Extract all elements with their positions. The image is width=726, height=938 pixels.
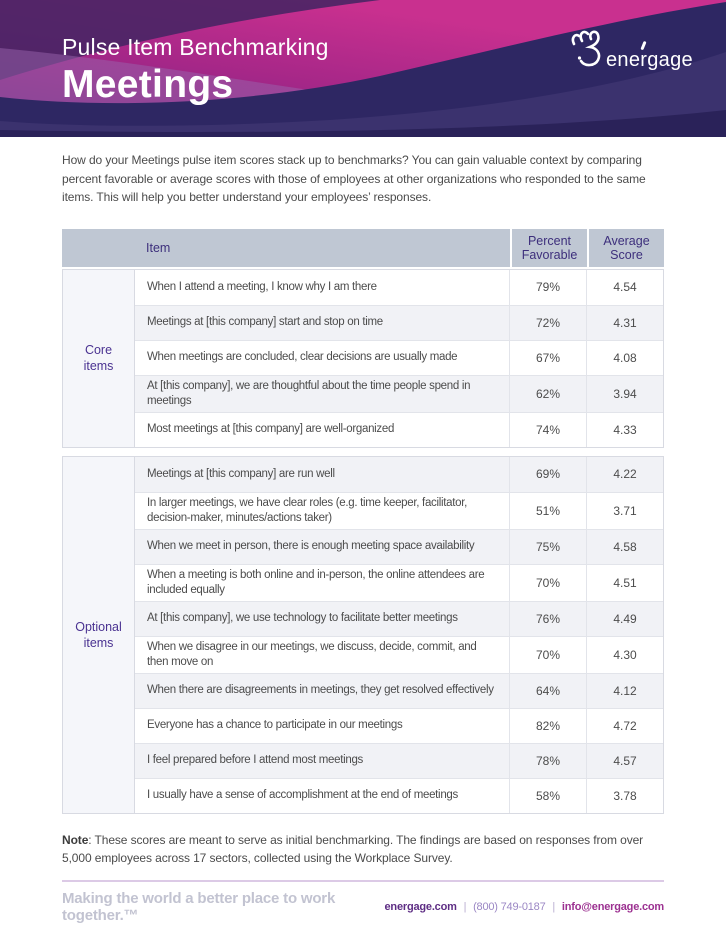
percent-favorable-cell: 58% bbox=[509, 778, 586, 813]
table-row: When a meeting is both online and in-per… bbox=[135, 563, 663, 601]
item-cell: When a meeting is both online and in-per… bbox=[147, 568, 485, 596]
table-row: When I attend a meeting, I know why I am… bbox=[135, 269, 663, 305]
percent-favorable-cell: 70% bbox=[509, 564, 586, 601]
percent-favorable-cell: 82% bbox=[509, 708, 586, 743]
footer: Making the world a better place to work … bbox=[0, 882, 726, 924]
table-row: Meetings at [this company] are run well 6… bbox=[135, 456, 663, 492]
item-cell: When we meet in person, there is enough … bbox=[147, 540, 475, 552]
average-score-cell: 4.33 bbox=[586, 412, 663, 447]
table-row: I usually have a sense of accomplishment… bbox=[135, 777, 663, 813]
table-row: I feel prepared before I attend most mee… bbox=[135, 742, 663, 778]
percent-favorable-cell: 74% bbox=[509, 412, 586, 447]
footer-contact: energage.com | (800) 749-0187 | info@ene… bbox=[384, 900, 665, 913]
table-row: When we disagree in our meetings, we dis… bbox=[135, 635, 663, 673]
table-row: Meetings at [this company] start and sto… bbox=[135, 304, 663, 340]
header-banner: Pulse Item Benchmarking Meetings energag… bbox=[0, 0, 726, 137]
percent-favorable-cell: 79% bbox=[509, 269, 586, 305]
benchmark-table-body: Core items When I attend a meeting, I kno… bbox=[62, 268, 664, 814]
item-cell: Meetings at [this company] are run well bbox=[147, 467, 335, 480]
footer-divider bbox=[62, 879, 664, 882]
percent-favorable-cell: 67% bbox=[509, 340, 586, 375]
average-score-cell: 4.54 bbox=[586, 269, 663, 305]
report-eyebrow: Pulse Item Benchmarking bbox=[62, 34, 329, 60]
footer-website-link[interactable]: energage.com bbox=[384, 900, 457, 913]
intro-paragraph: How do your Meetings pulse item scores s… bbox=[62, 153, 646, 204]
table-row: Most meetings at [this company] are well… bbox=[135, 411, 663, 447]
average-score-cell: 4.12 bbox=[586, 673, 663, 708]
note-label: Note bbox=[62, 832, 89, 847]
item-cell: At [this company], we are thoughtful abo… bbox=[147, 379, 471, 407]
benchmark-table: Item Percent Favorable Average Score Cor… bbox=[62, 228, 664, 814]
note-text: : These scores are meant to serve as ini… bbox=[62, 832, 644, 866]
average-score-cell: 4.72 bbox=[586, 708, 663, 743]
average-score-cell: 4.51 bbox=[586, 564, 663, 601]
footer-separator: | bbox=[552, 900, 556, 913]
item-cell: When there are disagreements in meetings… bbox=[147, 684, 494, 696]
average-score-cell: 4.49 bbox=[586, 601, 663, 636]
item-cell: Meetings at [this company] start and sto… bbox=[147, 316, 383, 328]
energage-squiggle-icon bbox=[571, 30, 601, 67]
header-group-spacer bbox=[62, 229, 134, 267]
percent-favorable-cell: 76% bbox=[509, 601, 586, 636]
average-score-cell: 4.30 bbox=[586, 636, 663, 673]
table-row: When there are disagreements in meetings… bbox=[135, 672, 663, 708]
percent-favorable-cell: 78% bbox=[509, 743, 586, 778]
banner-wave-art bbox=[0, 0, 726, 137]
average-score-cell: 4.22 bbox=[586, 456, 663, 492]
percent-favorable-cell: 64% bbox=[509, 673, 586, 708]
table-row: When we meet in person, there is enough … bbox=[135, 528, 663, 564]
energage-wordmark: energage bbox=[606, 40, 693, 70]
table-row: At [this company], we are thoughtful abo… bbox=[135, 374, 663, 412]
footer-tagline: Making the world a better place to work … bbox=[62, 889, 336, 924]
item-cell: I usually have a sense of accomplishment… bbox=[147, 789, 458, 801]
table-header-row: Item Percent Favorable Average Score bbox=[62, 228, 664, 267]
average-score-cell: 3.71 bbox=[586, 492, 663, 529]
table-section-optional: Optional items Meetings at [this company]… bbox=[62, 455, 664, 814]
average-score-cell: 3.94 bbox=[586, 375, 663, 412]
column-header-percent-favorable: Percent Favorable bbox=[510, 228, 587, 267]
percent-favorable-cell: 70% bbox=[509, 636, 586, 673]
percent-favorable-cell: 69% bbox=[509, 456, 586, 492]
report-title: Meetings bbox=[62, 63, 234, 106]
average-score-cell: 4.08 bbox=[586, 340, 663, 375]
footer-email-link[interactable]: info@energage.com bbox=[561, 900, 664, 913]
group-label: Optional items bbox=[63, 456, 135, 813]
item-cell: When we disagree in our meetings, we dis… bbox=[147, 640, 477, 668]
item-cell: Everyone has a chance to participate in … bbox=[147, 719, 403, 731]
footer-phone: (800) 749-0187 bbox=[473, 900, 546, 913]
table-row: Everyone has a chance to participate in … bbox=[135, 707, 663, 743]
average-score-cell: 4.57 bbox=[586, 743, 663, 778]
table-row: In larger meetings, we have clear roles … bbox=[135, 491, 663, 529]
table-row: When meetings are concluded, clear decis… bbox=[135, 339, 663, 375]
table-row: At [this company], we use technology to … bbox=[135, 600, 663, 636]
energage-logo: energage bbox=[570, 30, 693, 70]
percent-favorable-cell: 51% bbox=[509, 492, 586, 529]
percent-favorable-cell: 62% bbox=[509, 375, 586, 412]
item-cell: When meetings are concluded, clear decis… bbox=[147, 351, 458, 363]
wordmark-accent bbox=[640, 40, 647, 51]
table-section-core: Core items When I attend a meeting, I kno… bbox=[62, 268, 664, 448]
column-header-average-score: Average Score bbox=[587, 228, 664, 267]
table-rows: Meetings at [this company] are run well 6… bbox=[135, 456, 663, 813]
item-cell: When I attend a meeting, I know why I am… bbox=[147, 280, 377, 293]
item-cell: I feel prepared before I attend most mee… bbox=[147, 754, 363, 766]
average-score-cell: 4.58 bbox=[586, 529, 663, 564]
average-score-cell: 4.31 bbox=[586, 305, 663, 340]
item-cell: At [this company], we use technology to … bbox=[147, 612, 458, 624]
item-cell: In larger meetings, we have clear roles … bbox=[147, 496, 468, 524]
percent-favorable-cell: 75% bbox=[509, 529, 586, 564]
item-cell: Most meetings at [this company] are well… bbox=[147, 423, 395, 435]
table-rows: When I attend a meeting, I know why I am… bbox=[135, 269, 663, 447]
column-header-item: Item bbox=[146, 240, 171, 255]
group-label: Core items bbox=[63, 269, 135, 447]
average-score-cell: 3.78 bbox=[586, 778, 663, 813]
note-paragraph: Note: These scores are meant to serve as… bbox=[62, 831, 664, 868]
percent-favorable-cell: 72% bbox=[509, 305, 586, 340]
footer-separator: | bbox=[463, 900, 467, 913]
